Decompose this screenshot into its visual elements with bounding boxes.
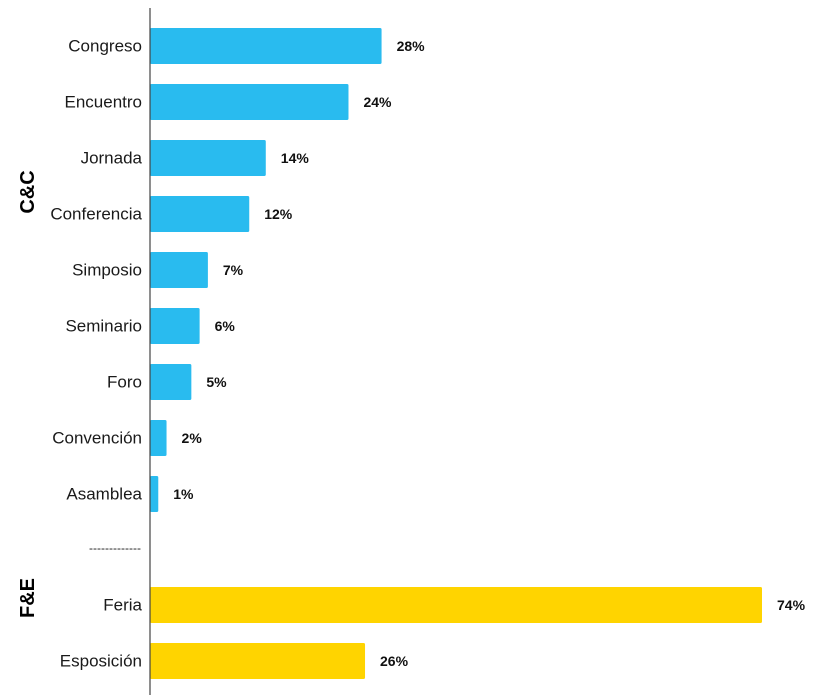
bar-esposicion	[150, 643, 366, 679]
category-label-esposicion: Esposición	[60, 652, 142, 671]
category-label-foro: Foro	[107, 373, 142, 392]
value-label-jornada: 14%	[281, 150, 310, 166]
value-label-foro: 5%	[206, 374, 227, 390]
bar-feria	[150, 587, 762, 623]
category-label-seminario: Seminario	[65, 317, 142, 336]
bar-convencion	[150, 420, 167, 456]
value-label-simposio: 7%	[223, 262, 244, 278]
bars-layer	[150, 28, 762, 679]
group-label-cc: C&C	[17, 170, 39, 213]
value-label-seminario: 6%	[215, 318, 236, 334]
value-label-conferencia: 12%	[264, 206, 293, 222]
labels-layer: Congreso 28% Encuentro 24% Jornada 14% Confere…	[50, 37, 805, 671]
value-label-congreso: 28%	[397, 38, 426, 54]
bar-encuentro	[150, 84, 349, 120]
value-label-convencion: 2%	[182, 430, 203, 446]
value-label-esposicion: 26%	[380, 653, 409, 669]
bar-congreso	[150, 28, 382, 64]
value-label-asamblea: 1%	[173, 486, 194, 502]
bar-simposio	[150, 252, 208, 288]
group-label-fe: F&E	[17, 578, 39, 618]
bar-foro	[150, 364, 192, 400]
bar-asamblea	[150, 476, 159, 512]
bar-seminario	[150, 308, 200, 344]
bar-conferencia	[150, 196, 250, 232]
category-label-convencion: Convención	[52, 429, 142, 448]
category-label-conferencia: Conferencia	[50, 205, 142, 224]
category-label-feria: Feria	[103, 596, 142, 615]
value-label-feria: 74%	[777, 597, 806, 613]
category-label-encuentro: Encuentro	[65, 93, 143, 112]
group-separator: -------------	[89, 541, 141, 555]
category-label-congreso: Congreso	[68, 37, 142, 56]
bar-jornada	[150, 140, 266, 176]
category-label-jornada: Jornada	[81, 149, 143, 168]
category-label-asamblea: Asamblea	[66, 485, 142, 504]
category-label-simposio: Simposio	[72, 261, 142, 280]
value-label-encuentro: 24%	[363, 94, 392, 110]
